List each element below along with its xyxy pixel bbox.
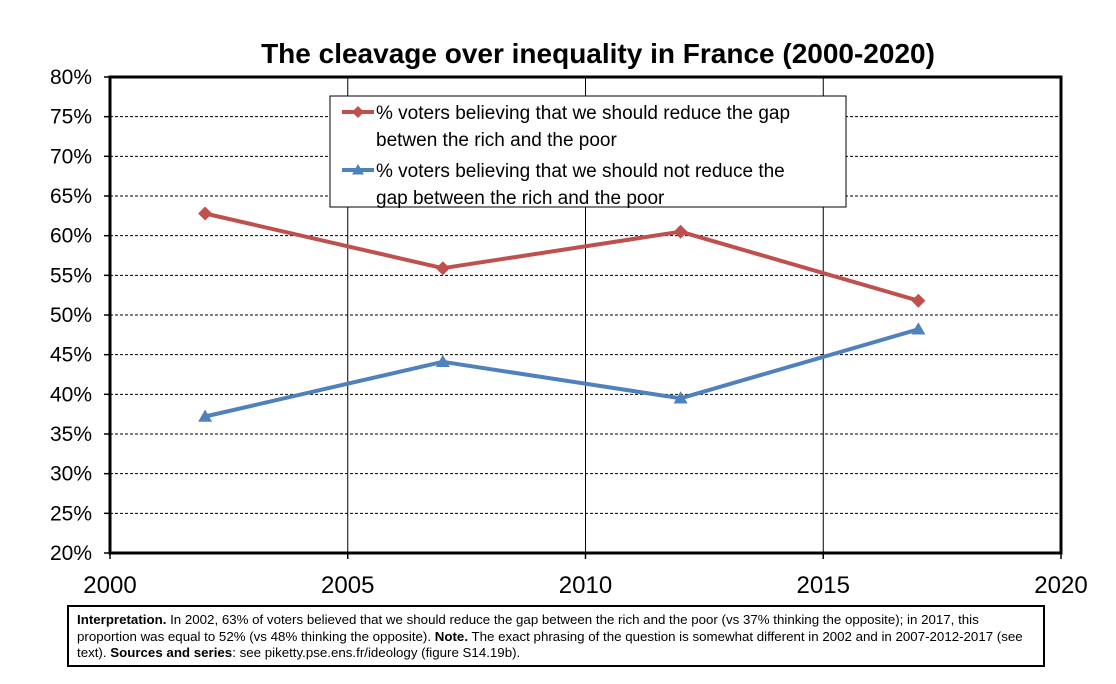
y-tick-label: 35% bbox=[50, 423, 92, 446]
y-tick-label: 70% bbox=[50, 145, 92, 168]
data-point bbox=[435, 261, 450, 276]
data-point bbox=[673, 224, 688, 239]
legend-label: gap between the rich and the poor bbox=[376, 188, 665, 209]
sources-label: Sources and series bbox=[110, 645, 233, 660]
data-point bbox=[911, 322, 926, 335]
line-chart: 20% 25% 30% 35% 40% 45% 50% 55% 60% 65% 70% 75% 80% 2… bbox=[50, 66, 1088, 599]
data-point bbox=[198, 409, 213, 422]
y-tick-label: 80% bbox=[50, 66, 92, 89]
legend-item: % voters believing that we should not re… bbox=[342, 161, 785, 209]
legend-box bbox=[329, 95, 847, 208]
x-tick-label: 2000 bbox=[83, 572, 136, 599]
legend-label: % voters believing that we should reduce… bbox=[376, 103, 790, 124]
sources-text: : see piketty.pse.ens.fr/ideology (figur… bbox=[232, 645, 521, 660]
plot-frame bbox=[108, 75, 1063, 555]
note-text: The exact phrasing of the question is so… bbox=[77, 628, 1023, 661]
y-tick-label: 40% bbox=[50, 383, 92, 406]
series-lines bbox=[198, 206, 926, 422]
y-tick-label: 25% bbox=[50, 502, 92, 525]
x-tick-label: 2010 bbox=[559, 572, 612, 599]
y-tick-label: 20% bbox=[50, 542, 92, 565]
legend: % voters believing that we should reduce… bbox=[329, 95, 847, 209]
x-tick-label: 2015 bbox=[797, 572, 850, 599]
legend-item: % voters believing that we should reduce… bbox=[342, 103, 790, 151]
x-tick-label: 2005 bbox=[321, 572, 374, 599]
y-tick-label: 50% bbox=[50, 304, 92, 327]
axis-tick-labels: 20% 25% 30% 35% 40% 45% 50% 55% 60% 65% 70% 75% 80% 2… bbox=[50, 66, 1088, 599]
y-tick-label: 30% bbox=[50, 463, 92, 486]
legend-label: % voters believing that we should not re… bbox=[376, 161, 785, 182]
y-tick-label: 60% bbox=[50, 225, 92, 248]
note-label: Note. bbox=[434, 628, 469, 644]
legend-marker bbox=[352, 106, 364, 118]
data-point bbox=[911, 293, 926, 308]
x-tick-label: 2020 bbox=[1034, 572, 1087, 599]
data-point bbox=[198, 206, 213, 221]
interpretation-text: In 2002, 63% of voters believed that we … bbox=[77, 612, 979, 644]
legend-label: betwen the rich and the poor bbox=[376, 130, 618, 151]
series-2 bbox=[198, 322, 926, 422]
interpretation-label: Interpretation. bbox=[77, 612, 167, 627]
chart-title: The cleavage over inequality in France (… bbox=[261, 38, 935, 69]
y-tick-label: 55% bbox=[50, 264, 92, 287]
data-point bbox=[673, 391, 688, 404]
series-line bbox=[204, 327, 919, 419]
data-point bbox=[435, 354, 450, 368]
y-tick-label: 65% bbox=[50, 185, 92, 208]
legend-marker bbox=[352, 164, 364, 175]
series-line bbox=[204, 211, 919, 303]
y-tick-label: 45% bbox=[50, 344, 92, 367]
series-1 bbox=[198, 206, 926, 308]
y-tick-label: 75% bbox=[50, 106, 92, 129]
interpretation-note: Interpretation. In 2002, 63% of voters b… bbox=[67, 605, 1045, 667]
